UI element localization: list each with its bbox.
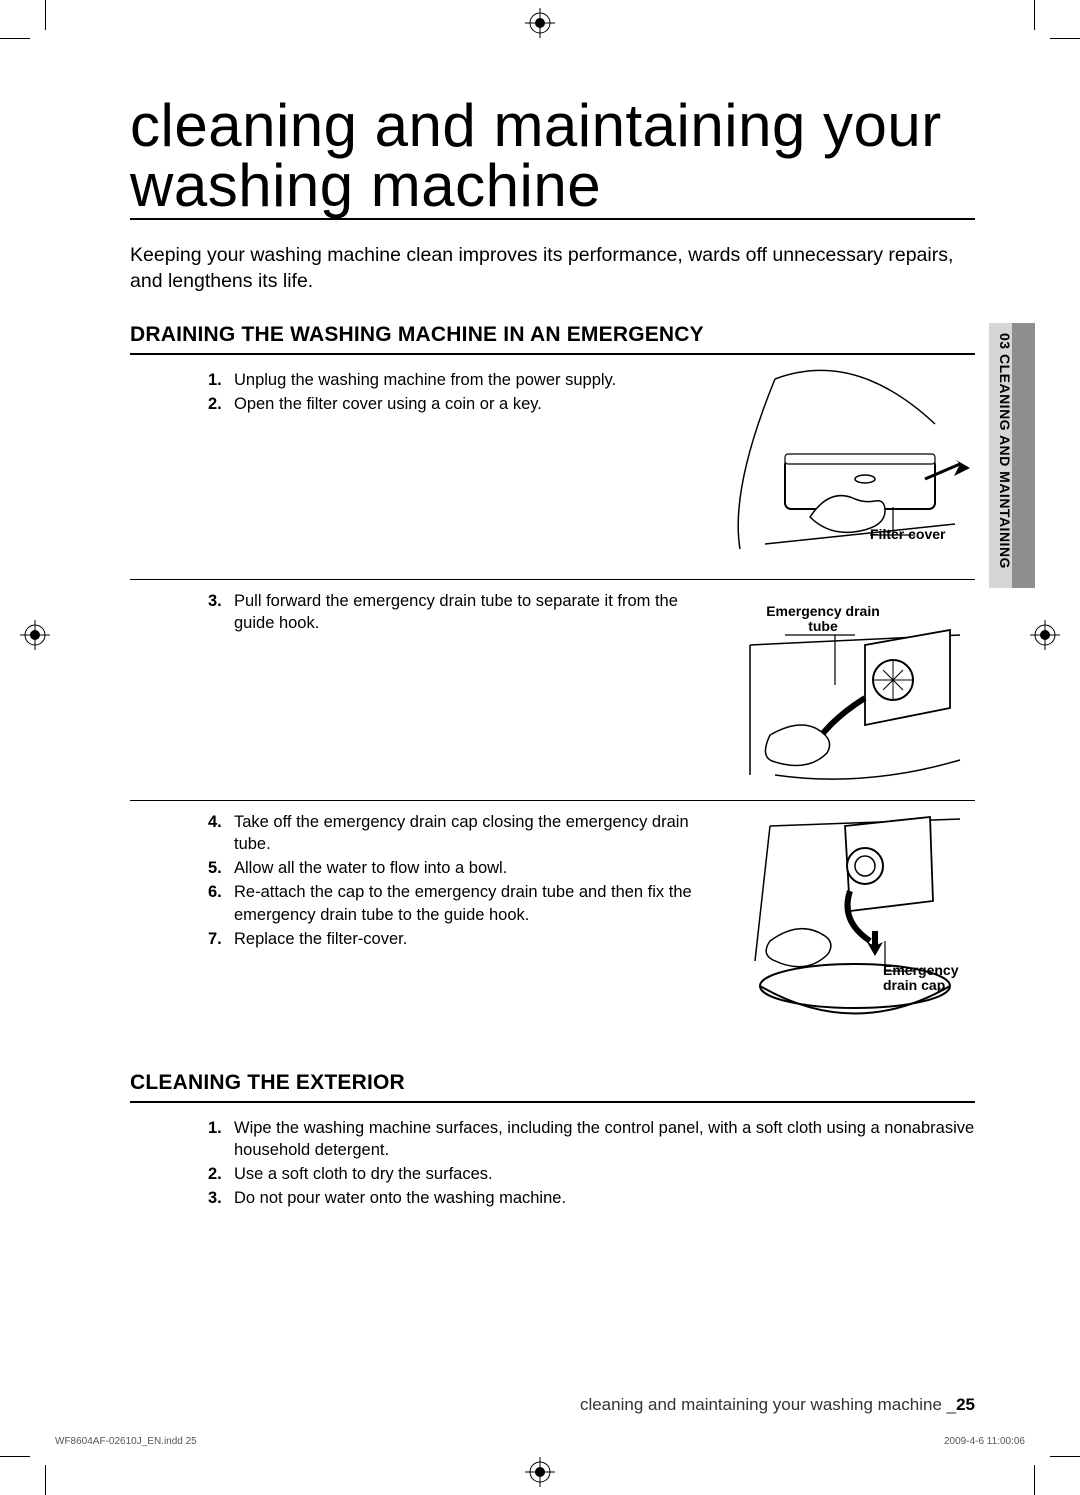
step: 5.Allow all the water to flow into a bow…: [208, 857, 703, 879]
registration-mark-icon: [525, 1457, 555, 1487]
step-text: Replace the filter-cover.: [234, 928, 703, 950]
step: 2.Use a soft cloth to dry the surfaces.: [208, 1163, 975, 1185]
page-number: 25: [956, 1395, 975, 1414]
step-text: Re-attach the cap to the emergency drain…: [234, 881, 703, 926]
steps: 3.Pull forward the emergency drain tube …: [130, 590, 715, 790]
imprint-left: WF8604AF-02610J_EN.indd 25: [55, 1436, 197, 1447]
step-block-exterior: 1.Wipe the washing machine surfaces, inc…: [130, 1117, 975, 1212]
footer-text: cleaning and maintaining your washing ma…: [580, 1395, 956, 1414]
step-text: Do not pour water onto the washing machi…: [234, 1187, 975, 1209]
step-text: Open the filter cover using a coin or a …: [234, 393, 703, 415]
step-number: 2.: [208, 1163, 234, 1185]
crop-mark: [45, 1465, 46, 1495]
section-heading-draining: DRAINING THE WASHING MACHINE IN AN EMERG…: [130, 323, 975, 355]
sheet: 03 CLEANING AND MAINTAINING cleaning and…: [45, 38, 1035, 1457]
section-heading-exterior: CLEANING THE EXTERIOR: [130, 1071, 975, 1103]
crop-mark: [1050, 1456, 1080, 1457]
step-number: 6.: [208, 881, 234, 926]
figure-drain-cap: Emergency drain cap: [715, 811, 975, 1021]
intro-text: Keeping your washing machine clean impro…: [130, 242, 975, 295]
crop-mark: [45, 0, 46, 30]
step: 2.Open the filter cover using a coin or …: [208, 393, 703, 415]
step-block-3: 4.Take off the emergency drain cap closi…: [130, 800, 975, 1021]
page-title: cleaning and maintaining your washing ma…: [130, 96, 975, 220]
step-number: 2.: [208, 393, 234, 415]
step-text: Unplug the washing machine from the powe…: [234, 369, 703, 391]
imprint-right: 2009-4-6 11:00:06: [944, 1436, 1025, 1447]
step: 3.Do not pour water onto the washing mac…: [208, 1187, 975, 1209]
side-tab: 03 CLEANING AND MAINTAINING: [989, 323, 1035, 588]
crop-mark: [1034, 1465, 1035, 1495]
step: 3.Pull forward the emergency drain tube …: [208, 590, 703, 635]
figure-label: Filter cover: [870, 527, 945, 542]
step: 1.Wipe the washing machine surfaces, inc…: [208, 1117, 975, 1162]
registration-mark-icon: [525, 8, 555, 38]
step-text: Take off the emergency drain cap closing…: [234, 811, 703, 856]
crop-mark: [1050, 38, 1080, 39]
step: 6.Re-attach the cap to the emergency dra…: [208, 881, 703, 926]
step-number: 5.: [208, 857, 234, 879]
step-number: 4.: [208, 811, 234, 856]
step-number: 7.: [208, 928, 234, 950]
step-text: Allow all the water to flow into a bowl.: [234, 857, 703, 879]
step: 7.Replace the filter-cover.: [208, 928, 703, 950]
figure-drain-tube: Emergency drain tube: [715, 590, 975, 790]
figure-label: Emergency drain cap: [883, 963, 975, 994]
step-text: Wipe the washing machine surfaces, inclu…: [234, 1117, 975, 1162]
side-tab-label: 03 CLEANING AND MAINTAINING: [997, 333, 1013, 569]
crop-mark: [0, 38, 30, 39]
figure-filter-cover: Filter cover: [715, 369, 975, 569]
crop-mark: [1034, 0, 1035, 30]
step-number: 1.: [208, 1117, 234, 1162]
figure-label: Emergency drain tube: [763, 604, 883, 635]
step-text: Use a soft cloth to dry the surfaces.: [234, 1163, 975, 1185]
steps: 1.Unplug the washing machine from the po…: [130, 369, 715, 569]
step: 1.Unplug the washing machine from the po…: [208, 369, 703, 391]
step-number: 3.: [208, 1187, 234, 1209]
step-number: 3.: [208, 590, 234, 635]
running-footer: cleaning and maintaining your washing ma…: [130, 1395, 975, 1415]
steps: 1.Wipe the washing machine surfaces, inc…: [130, 1117, 975, 1212]
step-text: Pull forward the emergency drain tube to…: [234, 590, 703, 635]
step-block-2: 3.Pull forward the emergency drain tube …: [130, 579, 975, 790]
side-tab-dark: [1012, 323, 1035, 588]
step: 4.Take off the emergency drain cap closi…: [208, 811, 703, 856]
step-number: 1.: [208, 369, 234, 391]
page: 03 CLEANING AND MAINTAINING cleaning and…: [0, 0, 1080, 1495]
steps: 4.Take off the emergency drain cap closi…: [130, 811, 715, 1021]
crop-mark: [0, 1456, 30, 1457]
step-block-1: 1.Unplug the washing machine from the po…: [130, 369, 975, 569]
content: cleaning and maintaining your washing ma…: [130, 38, 975, 1212]
